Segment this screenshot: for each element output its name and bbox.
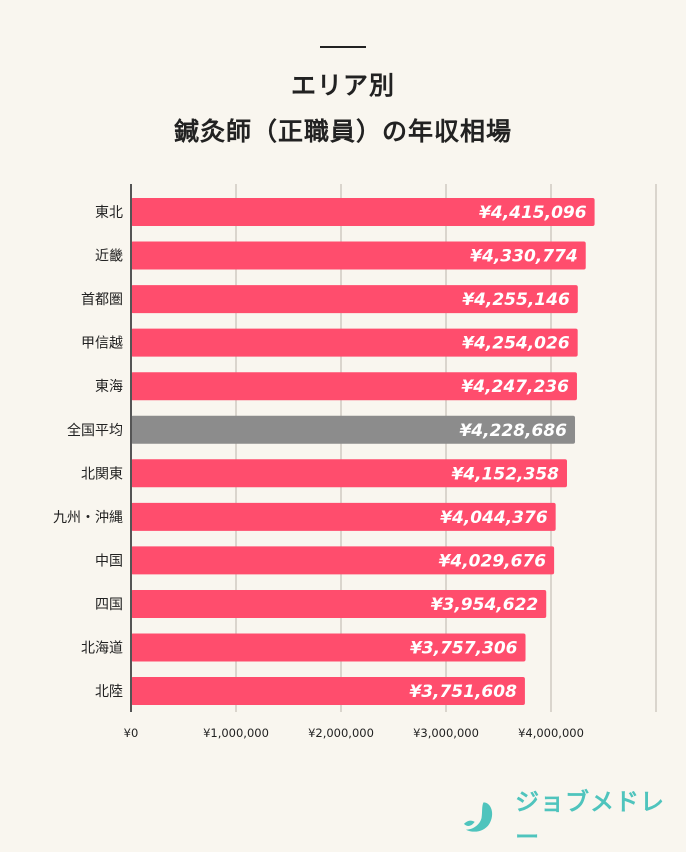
x-tick-label: ¥0	[124, 726, 139, 740]
bar	[131, 415, 576, 444]
data-label: ¥4,415,096	[479, 203, 587, 223]
data-label: ¥4,254,026	[462, 334, 570, 354]
jobmedley-logo-icon	[463, 802, 493, 832]
title-rule	[320, 46, 366, 48]
bar	[131, 459, 567, 488]
x-tick-label: ¥2,000,000	[308, 726, 374, 740]
category-label: 九州・沖縄	[53, 510, 123, 526]
data-label: ¥3,757,306	[410, 639, 518, 659]
category-label: 北関東	[81, 466, 123, 482]
bar	[131, 285, 578, 314]
category-label: 全国平均	[67, 422, 123, 439]
category-label: 東北	[95, 205, 123, 221]
x-tick-label: ¥3,000,000	[413, 726, 479, 740]
data-label: ¥3,751,608	[409, 682, 517, 702]
x-tick-label: ¥4,000,000	[518, 726, 584, 740]
bar	[131, 546, 555, 575]
data-label: ¥4,029,676	[439, 551, 547, 571]
data-label: ¥4,330,774	[470, 247, 578, 267]
bar	[131, 502, 556, 531]
category-label: 近畿	[95, 249, 123, 265]
brand-name: ジョブメドレー	[515, 788, 666, 851]
bar	[131, 633, 526, 662]
data-label: ¥4,228,686	[459, 421, 567, 441]
chart-title-line2: 鍼灸師（正職員）の年収相場	[173, 117, 512, 146]
category-label: 甲信越	[81, 336, 123, 352]
category-label: 北海道	[81, 641, 123, 657]
data-label: ¥4,152,358	[451, 464, 559, 484]
category-label: 中国	[95, 553, 123, 569]
bar	[131, 328, 578, 357]
category-label: 東海	[95, 379, 123, 395]
data-label: ¥4,255,146	[462, 290, 570, 310]
category-label: 北陸	[95, 684, 123, 700]
category-label: 首都圏	[81, 292, 123, 308]
data-label: ¥3,954,622	[431, 595, 539, 615]
brand-logo: ジョブメドレー	[462, 782, 686, 852]
x-tick-label: ¥1,000,000	[203, 726, 269, 740]
data-label: ¥4,044,376	[440, 508, 548, 528]
bar	[131, 198, 595, 226]
bar	[131, 372, 577, 401]
chart-title-line1: エリア別	[290, 71, 395, 100]
bar	[131, 589, 547, 618]
bar	[131, 241, 586, 270]
bar	[131, 677, 525, 706]
category-label: 四国	[95, 597, 123, 613]
bar-chart: 東北 ¥4,415,096 近畿 ¥4,330,774 首都圏 ¥4,255,146 甲信越…	[53, 184, 657, 740]
data-label: ¥4,247,236	[461, 377, 569, 397]
